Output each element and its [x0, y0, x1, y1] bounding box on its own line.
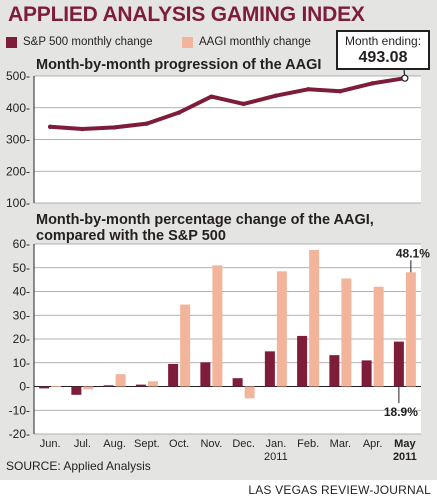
aagi-line-point: [80, 126, 85, 132]
aagi-bar: [405, 272, 416, 387]
bar-x-tick-label: Jan.: [265, 438, 286, 450]
sp500-bar: [168, 363, 179, 387]
aagi-bar: [51, 386, 62, 387]
bar-y-tick-label: 0-: [19, 380, 30, 394]
bar-y-tick-label: -10-: [9, 403, 30, 417]
aagi-line-point: [144, 121, 150, 126]
bar-y-tick-label: 60-: [13, 237, 30, 251]
line-y-tick-label: 500-: [6, 69, 30, 83]
sp500-bar: [103, 385, 114, 387]
sp500-bar: [264, 351, 275, 387]
bar-x-tick-label: Oct.: [169, 438, 189, 450]
line-y-tick-label: 200-: [6, 164, 30, 178]
bar-x-tick-year: 2011: [393, 451, 417, 463]
aagi-line-point: [305, 87, 311, 92]
bar-x-tick-label: Feb.: [297, 438, 319, 450]
line-chart-title: Month-by-month progression of the AAGI: [36, 57, 322, 73]
bar-y-tick-label: 50-: [13, 261, 30, 275]
sp500-bar: [71, 386, 82, 395]
bar-y-tick-label: 30-: [13, 308, 30, 322]
bar-y-tick-label: 20-: [13, 332, 30, 346]
line-y-tick-label: 100-: [6, 196, 30, 210]
source-note: SOURCE: Applied Analysis: [6, 459, 151, 473]
bar-x-tick-label: Mar.: [330, 438, 351, 450]
aagi-line-point: [370, 81, 375, 86]
chart-title: APPLIED ANALYSIS GAMING INDEX: [8, 3, 365, 26]
aagi-bar: [180, 304, 191, 387]
bar-y-tick-label: 40-: [13, 285, 30, 299]
legend-swatch-sp500: [6, 36, 17, 48]
aagi-bar: [341, 278, 352, 387]
bar-chart-title: Month-by-month percentage change of the …: [36, 212, 374, 244]
aagi-line-point: [176, 110, 182, 115]
legend-sp500: S&P 500 monthly change: [6, 36, 153, 48]
bar-x-tick-label: Sept.: [134, 438, 160, 450]
aagi-line-point: [338, 89, 343, 94]
bar-x-tick-year: 2011: [264, 451, 288, 463]
legend-swatch-aagi: [182, 36, 193, 48]
sp500-bar: [329, 355, 340, 387]
bar-x-tick-label: Nov.: [200, 438, 222, 450]
aagi-bar: [373, 286, 384, 387]
aagi-bar: [212, 265, 223, 387]
sp500-bar: [200, 362, 211, 387]
month-ending-callout: Month ending: 493.08: [336, 30, 430, 70]
aagi-bar: [276, 271, 287, 387]
sp500-bar: [393, 341, 404, 387]
line-y-tick-label: 400-: [6, 101, 30, 115]
bar-x-tick-label: Jun.: [40, 438, 61, 450]
aagi-line-point: [241, 101, 246, 107]
callout-value: 493.08: [358, 49, 408, 66]
bar-x-tick-label: Jul.: [74, 438, 91, 450]
sp500-may-annotation: 18.9%: [384, 405, 418, 419]
legend-label-sp500: S&P 500 monthly change: [23, 36, 153, 48]
bar-x-tick-label: Dec.: [232, 438, 255, 450]
legend-aagi: AAGI monthly change: [182, 36, 311, 48]
publisher-credit: LAS VEGAS REVIEW-JOURNAL: [248, 483, 431, 497]
bar-x-tick-label: Aug.: [103, 438, 126, 450]
aagi-bar: [147, 381, 158, 387]
aagi-line-series: [48, 76, 407, 131]
sp500-bar: [297, 335, 308, 387]
aagi-line-point: [112, 125, 117, 130]
sp500-bar: [232, 378, 243, 387]
aagi-line-point: [209, 94, 214, 99]
line-y-tick-label: 300-: [6, 133, 30, 147]
aagi-may-annotation: 48.1%: [396, 246, 430, 260]
aagi-bar: [115, 374, 126, 387]
bar-x-tick-label: Apr.: [363, 438, 383, 450]
callout-marker: [401, 74, 409, 82]
aagi-line-point: [273, 93, 279, 98]
aagi-line-point: [47, 124, 53, 129]
aagi-bar: [309, 249, 320, 387]
aagi-bar: [83, 386, 94, 390]
sp500-bar: [39, 386, 50, 389]
sp500-bar: [361, 360, 372, 387]
bar-y-tick-label: 10-: [13, 356, 30, 370]
bar-y-tick-label: -20-: [9, 427, 30, 441]
callout-label: Month ending:: [344, 34, 422, 48]
sp500-bar: [135, 384, 146, 387]
legend-label-aagi: AAGI monthly change: [199, 36, 311, 48]
bar-x-tick-label: May: [394, 438, 416, 450]
aagi-bar: [244, 386, 255, 399]
